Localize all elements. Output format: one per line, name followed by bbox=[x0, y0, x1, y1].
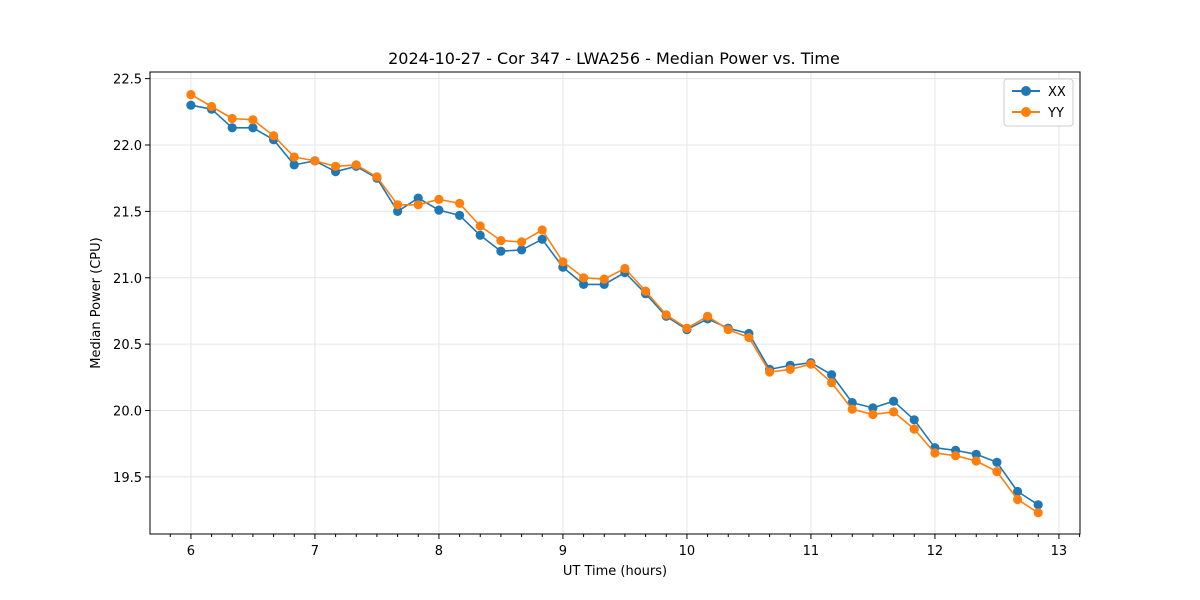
plot-frame bbox=[149, 71, 1081, 535]
data-point-yy bbox=[868, 409, 878, 420]
data-point-yy bbox=[475, 221, 485, 231]
x-tick-label: 13 bbox=[1051, 544, 1068, 559]
legend: XX YY bbox=[1003, 78, 1074, 127]
y-tick-label: 21.5 bbox=[113, 205, 142, 220]
data-point-xx bbox=[248, 123, 258, 133]
data-point-yy bbox=[517, 237, 527, 247]
data-point-yy bbox=[558, 257, 568, 267]
x-tick-label: 11 bbox=[803, 544, 820, 559]
data-point-yy bbox=[620, 263, 630, 274]
data-point-yy bbox=[744, 332, 754, 343]
data-point-xx bbox=[517, 245, 527, 255]
data-point-yy bbox=[310, 156, 320, 166]
data-point-xx bbox=[909, 415, 919, 425]
data-point-xx bbox=[992, 457, 1002, 467]
data-point-yy bbox=[930, 448, 940, 458]
data-point-yy bbox=[186, 90, 196, 100]
data-point-xx bbox=[827, 370, 837, 380]
data-point-yy bbox=[806, 359, 816, 369]
grid bbox=[150, 72, 1080, 534]
data-point-xx bbox=[868, 403, 878, 413]
data-point-xx bbox=[413, 193, 423, 203]
data-point-yy bbox=[351, 160, 361, 170]
data-point-xx bbox=[475, 230, 485, 240]
data-point-yy bbox=[372, 172, 382, 182]
data-point-yy bbox=[992, 467, 1002, 477]
data-point-yy bbox=[909, 424, 919, 434]
data-point-yy bbox=[827, 378, 837, 388]
data-point-yy bbox=[227, 113, 237, 124]
data-point-xx bbox=[455, 210, 465, 220]
y-tick-label: 19.5 bbox=[113, 471, 142, 486]
data-point-yy bbox=[248, 115, 258, 125]
data-point-xx bbox=[289, 160, 299, 170]
y-axis-label: Median Power (CPU) bbox=[89, 237, 104, 368]
data-point-yy bbox=[413, 200, 423, 210]
data-point-yy bbox=[951, 451, 961, 461]
data-point-yy bbox=[889, 407, 899, 417]
data-point-xx bbox=[1013, 486, 1023, 497]
data-point-yy bbox=[434, 194, 444, 204]
data-point-yy bbox=[723, 325, 733, 335]
data-point-yy bbox=[847, 404, 857, 414]
data-point-yy bbox=[1033, 508, 1043, 518]
data-point-yy bbox=[289, 152, 299, 162]
data-point-xx bbox=[496, 246, 506, 256]
data-point-yy bbox=[393, 200, 403, 210]
legend-label-xx: XX bbox=[1048, 85, 1066, 100]
series-line-xx bbox=[190, 104, 1039, 506]
data-point-xx bbox=[889, 396, 899, 406]
series-yy bbox=[186, 90, 1043, 518]
axis-ticks: 6 7 8 9 10 11 12 13 19.5 20.0 20.5 21.0 21.5 22.0 22.5 bbox=[113, 73, 1081, 559]
data-point-yy bbox=[455, 198, 465, 208]
x-tick-label: 12 bbox=[927, 544, 944, 559]
data-point-yy bbox=[269, 131, 279, 141]
plot-series bbox=[186, 90, 1043, 518]
x-axis-label: UT Time (hours) bbox=[563, 564, 667, 579]
legend-marker-yy bbox=[1021, 107, 1031, 117]
x-tick-label: 9 bbox=[559, 544, 567, 559]
data-point-yy bbox=[785, 364, 795, 374]
y-tick-label: 22.0 bbox=[113, 139, 142, 154]
data-point-yy bbox=[207, 101, 217, 112]
data-point-xx bbox=[393, 206, 403, 216]
data-point-yy bbox=[331, 161, 341, 171]
data-point-yy bbox=[971, 456, 981, 466]
x-tick-label: 8 bbox=[435, 544, 443, 559]
data-point-yy bbox=[661, 310, 671, 320]
y-tick-label: 20.0 bbox=[113, 405, 142, 420]
data-point-yy bbox=[765, 367, 775, 377]
data-point-yy bbox=[496, 236, 506, 246]
data-point-yy bbox=[682, 323, 692, 333]
data-point-yy bbox=[1013, 494, 1023, 505]
y-tick-label: 21.0 bbox=[113, 272, 142, 287]
legend-marker-xx bbox=[1021, 86, 1031, 96]
data-point-xx bbox=[579, 279, 589, 289]
y-tick-label: 20.5 bbox=[113, 338, 142, 353]
data-point-yy bbox=[599, 274, 609, 284]
data-point-xx bbox=[971, 449, 981, 459]
data-point-xx bbox=[1033, 500, 1043, 510]
chart-title: 2024-10-27 - Cor 347 - LWA256 - Median P… bbox=[388, 49, 840, 68]
data-point-yy bbox=[579, 273, 589, 283]
data-point-yy bbox=[703, 311, 713, 321]
x-tick-label: 7 bbox=[311, 544, 319, 559]
data-point-yy bbox=[537, 225, 547, 235]
data-point-yy bbox=[641, 286, 651, 296]
data-point-xx bbox=[847, 398, 857, 408]
y-tick-label: 22.5 bbox=[113, 73, 142, 88]
data-point-xx bbox=[537, 234, 547, 244]
data-point-xx bbox=[434, 205, 444, 215]
x-tick-label: 6 bbox=[187, 544, 195, 559]
x-tick-label: 10 bbox=[679, 544, 696, 559]
data-point-xx bbox=[227, 123, 237, 133]
data-point-xx bbox=[186, 100, 196, 110]
series-line-yy bbox=[190, 93, 1039, 514]
legend-label-yy: YY bbox=[1047, 106, 1064, 121]
